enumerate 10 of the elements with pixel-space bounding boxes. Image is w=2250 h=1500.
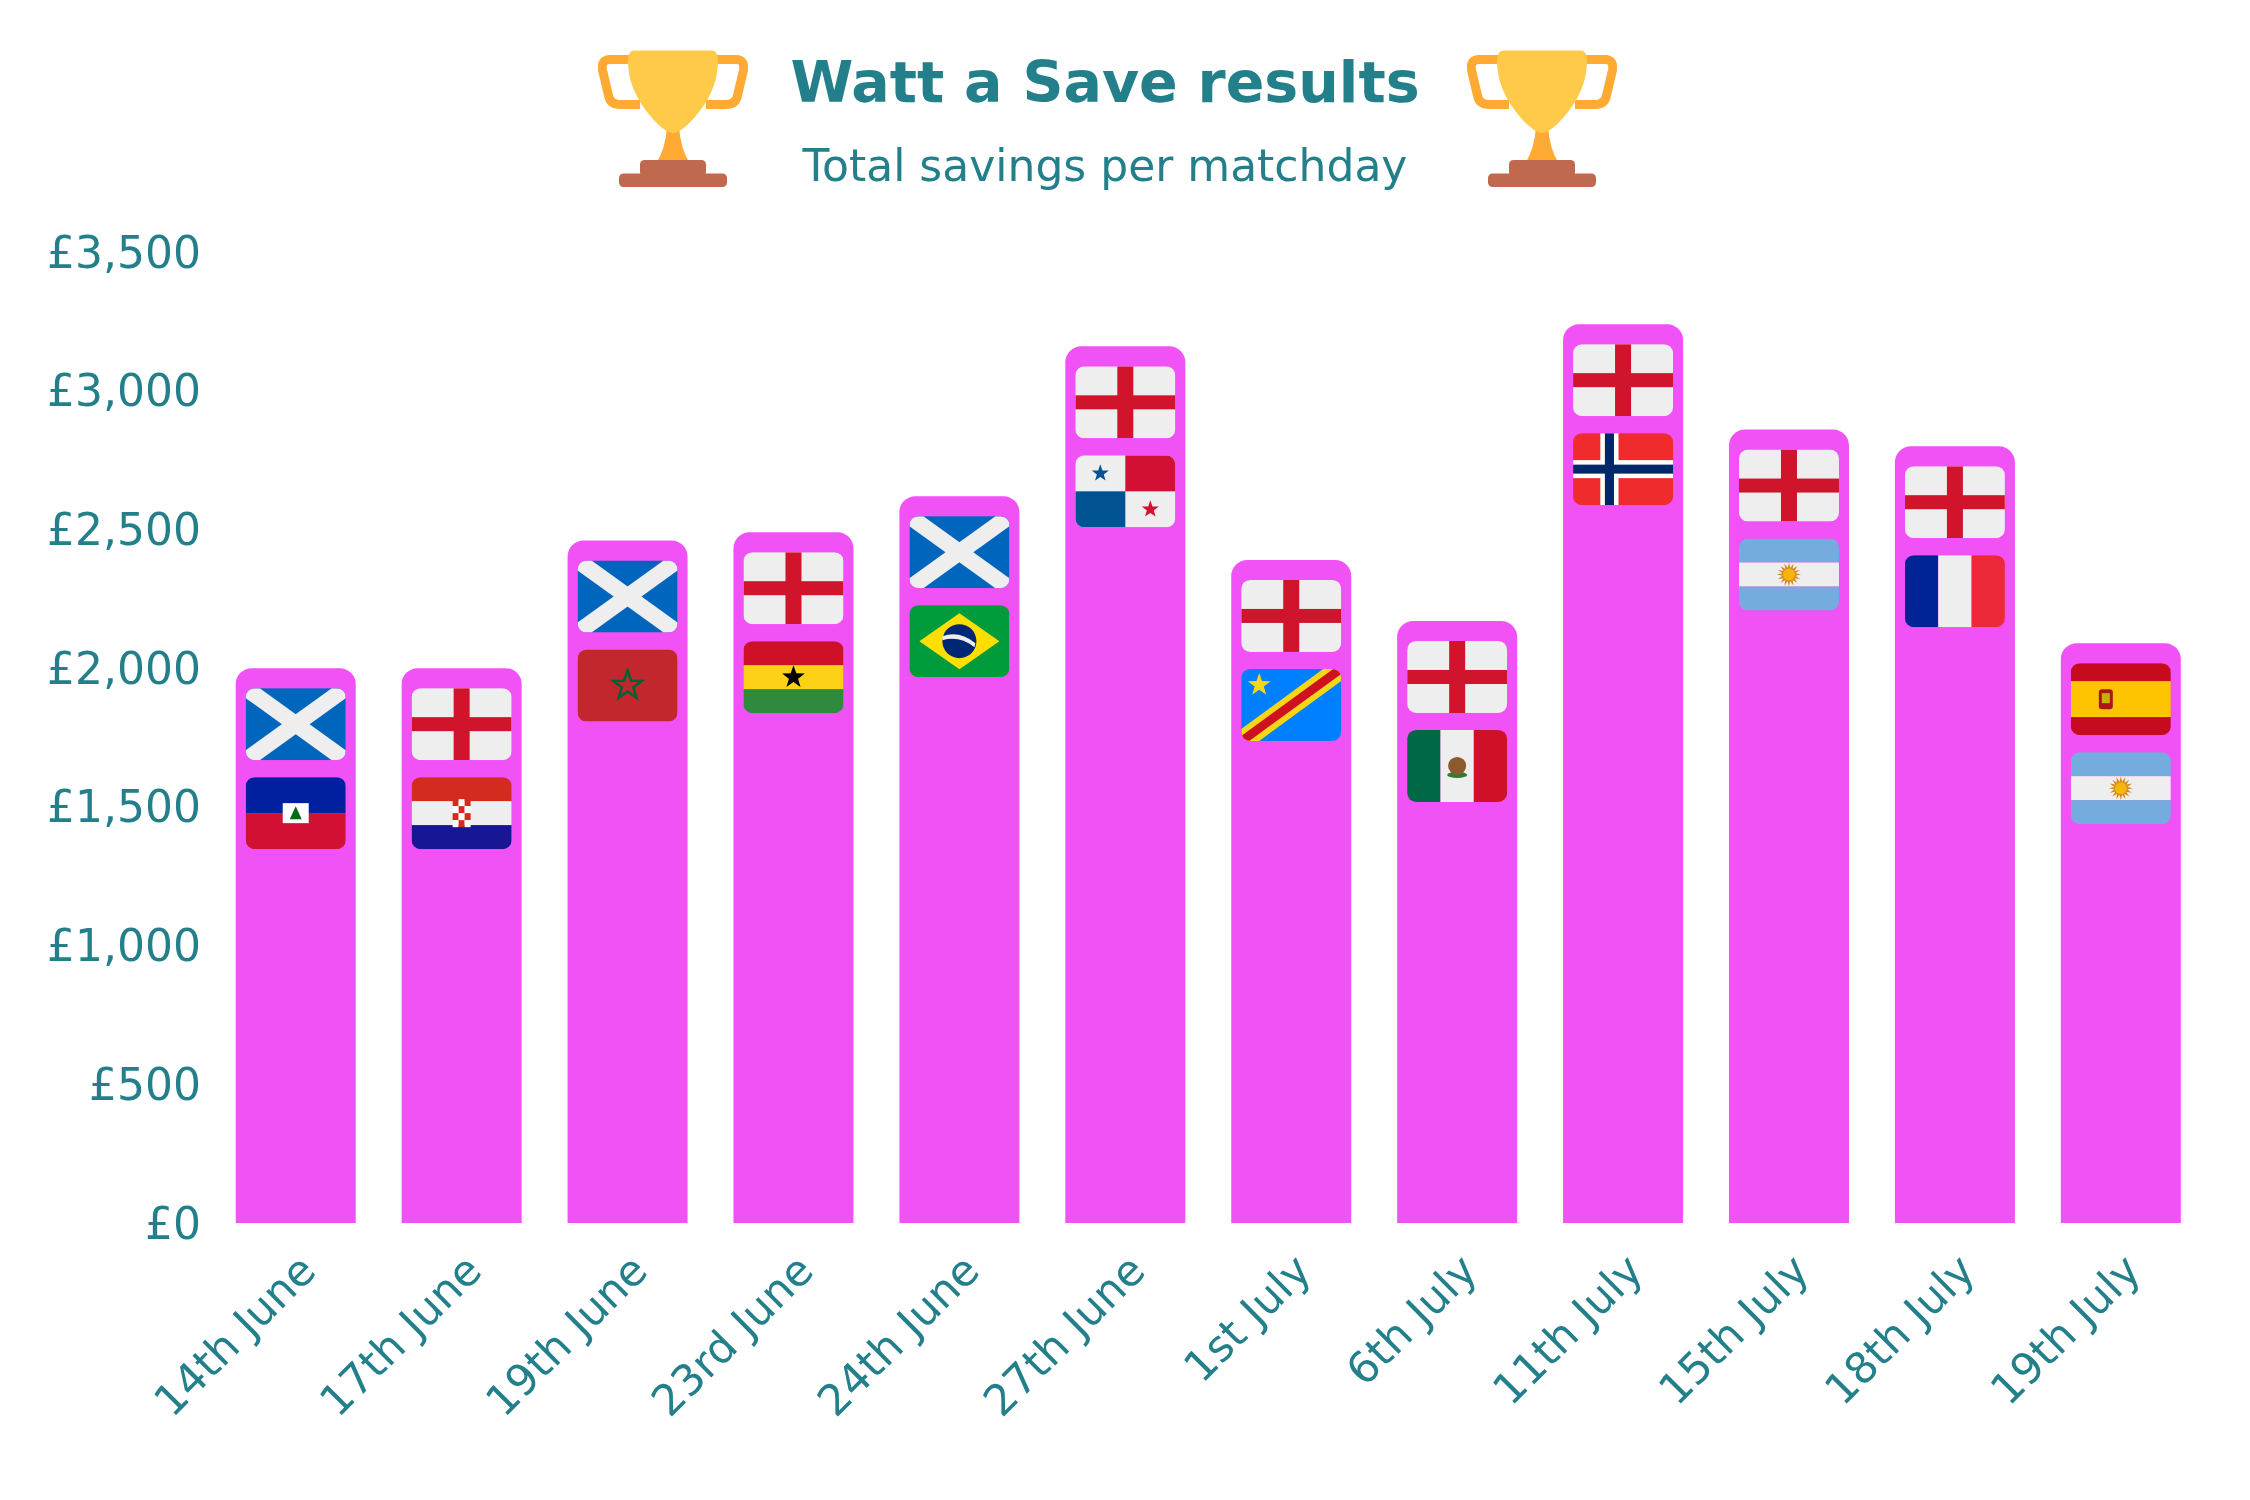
y-tick-label: £500 [89, 1058, 201, 1110]
y-tick-label: £1,000 [47, 920, 201, 972]
y-tick-label: £0 [145, 1197, 201, 1249]
chart-title: Watt a Save results [789, 49, 1421, 115]
chart-subtitle: Total savings per matchday [801, 140, 1409, 192]
y-tick-label: £3,000 [47, 365, 201, 417]
y-tick-label: £2,000 [47, 642, 201, 694]
y-tick-label: £3,500 [47, 226, 201, 278]
y-tick-label: £1,500 [47, 781, 201, 833]
y-tick-label: £2,500 [47, 503, 201, 555]
